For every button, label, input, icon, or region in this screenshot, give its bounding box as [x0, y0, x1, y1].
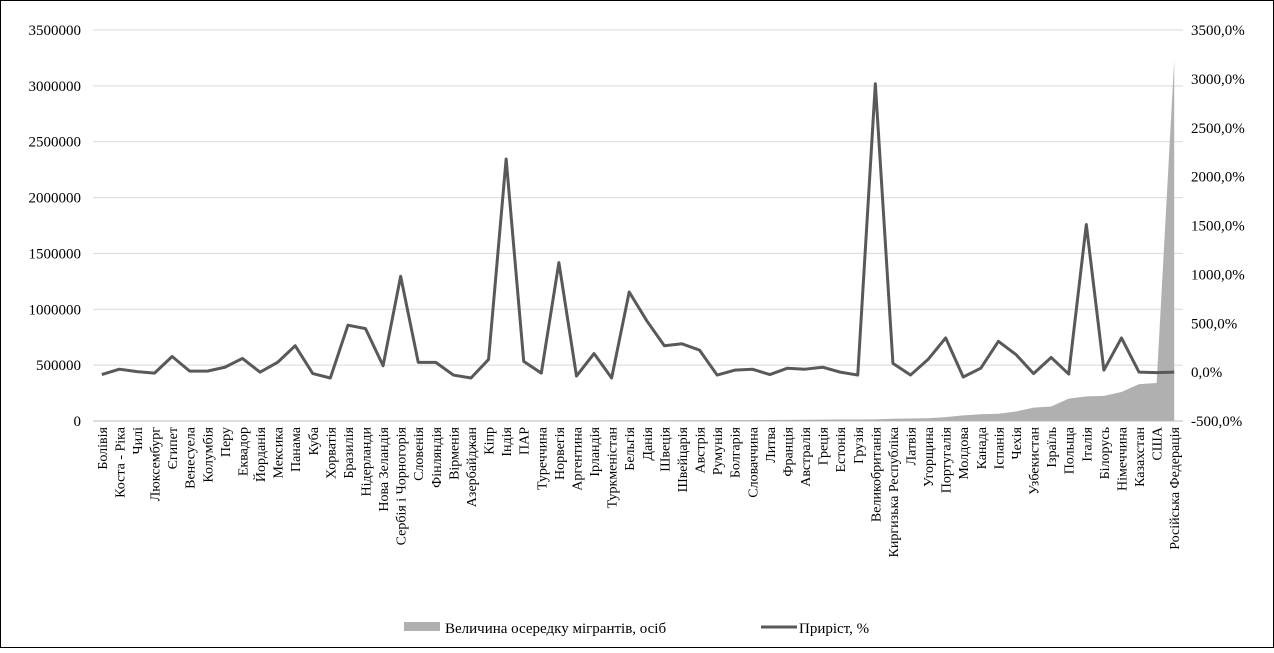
x-tick-label: Бразилія: [342, 426, 357, 478]
x-tick-label: Люксембург: [149, 427, 164, 501]
y-right-tick-label: 2000,0%: [1191, 170, 1245, 186]
x-tick-label: Греція: [817, 426, 832, 465]
x-tick-label: Російська Федерація: [1168, 426, 1183, 549]
x-tick-label: Австралія: [799, 426, 814, 486]
y-right-tick-label: 1000,0%: [1191, 267, 1245, 283]
x-tick-label: США: [1151, 426, 1166, 460]
x-tick-label: Бельгія: [623, 426, 638, 470]
y-left-tick-label: 3500000: [29, 23, 82, 39]
x-tick-label: Нова Зеландія: [377, 426, 392, 511]
y-right-tick-label: 500,0%: [1191, 316, 1237, 332]
y-right-tick-label: 3500,0%: [1191, 23, 1245, 39]
x-tick-label: Азербайджан: [465, 426, 480, 507]
y-right-tick-label: 0,0%: [1191, 365, 1222, 381]
x-tick-label: Панама: [289, 426, 304, 472]
y-right-tick-label: 3000,0%: [1191, 72, 1245, 88]
x-tick-label: Угорщина: [922, 426, 937, 487]
x-tick-label: Румунія: [711, 426, 726, 475]
x-tick-label: Чехія: [1010, 426, 1025, 459]
x-tick-label: Великобританія: [869, 426, 884, 522]
x-tick-label: Єгипет: [166, 427, 181, 469]
x-tick-label: Польща: [1063, 426, 1078, 474]
y-left-tick-label: 500000: [36, 358, 81, 374]
x-tick-label: Австрія: [694, 426, 709, 473]
x-tick-label: Кіпр: [483, 427, 498, 455]
y-left-tick-label: 2500000: [29, 135, 82, 151]
y-left-tick-label: 0: [74, 414, 82, 430]
x-tick-label: Італія: [1080, 426, 1095, 461]
x-tick-label: Туркменістан: [606, 427, 621, 509]
x-tick-label: Латвія: [905, 426, 920, 465]
x-tick-label: Йорданія: [252, 426, 269, 482]
x-tick-label: Аргентина: [570, 426, 585, 490]
x-tick-label: Португалія: [940, 426, 955, 493]
x-tick-label: Еквадор: [236, 427, 251, 476]
x-tick-label: Сербія і Чорногорія: [395, 426, 410, 545]
y-right-tick-label: -500,0%: [1191, 414, 1242, 430]
x-tick-label: Канада: [975, 426, 990, 469]
x-tick-label: Індія: [500, 426, 515, 456]
x-tick-label: Швейцарія: [676, 426, 691, 492]
y-left-tick-label: 2000000: [29, 191, 82, 207]
x-tick-label: Норвегія: [553, 426, 568, 479]
x-tick-label: Мексика: [272, 426, 287, 478]
x-tick-label: Франція: [781, 426, 796, 476]
y-left-tick-label: 3000000: [29, 79, 82, 95]
x-tick-label: Туреччина: [535, 426, 550, 490]
x-tick-label: Ірландія: [588, 426, 603, 476]
x-tick-label: Болгарія: [729, 426, 744, 478]
legend: Величина осередку мігрантів, осіб Приріс…: [404, 621, 869, 637]
x-tick-label: Литва: [764, 426, 779, 463]
x-tick-label: Коста - Ріка: [113, 426, 128, 498]
x-tick-label: Білорусь: [1098, 427, 1113, 479]
x-tick-label: Вірменія: [447, 426, 462, 479]
x-tick-label: Ізраїль: [1045, 427, 1060, 468]
y-right-tick-label: 1500,0%: [1191, 219, 1245, 235]
legend-label-area: Величина осередку мігрантів, осіб: [445, 621, 666, 637]
x-tick-label: Грузія: [852, 426, 867, 463]
y-right-tick-label: 2500,0%: [1191, 121, 1245, 137]
x-tick-label: Німеччина: [1115, 426, 1130, 491]
x-tick-label: Нідерланди: [360, 427, 375, 497]
x-tick-label: Чилі: [131, 427, 146, 455]
x-tick-label: Естонія: [834, 426, 849, 472]
x-tick-label: Словенія: [412, 426, 427, 480]
y-left-tick-label: 1000000: [29, 302, 82, 318]
legend-swatch-area: [404, 622, 440, 631]
x-tick-label: Фінляндія: [430, 426, 445, 487]
x-tick-label: Киргизька Республіка: [887, 426, 902, 557]
y-left-tick-label: 1500000: [29, 246, 82, 262]
x-tick-label: Венесуела: [184, 426, 199, 489]
x-tick-label: Узбекистан: [1028, 427, 1043, 495]
x-tick-label: Молдова: [957, 426, 972, 479]
x-tick-label: Хорватія: [324, 426, 339, 479]
x-tick-label: Куба: [307, 426, 322, 455]
x-tick-label: ПАР: [518, 427, 533, 455]
x-tick-label: Казахстан: [1133, 426, 1148, 486]
legend-label-line: Приріст, %: [799, 621, 869, 637]
x-tick-label: Перу: [219, 427, 234, 457]
x-tick-label: Колумбія: [201, 426, 216, 482]
x-tick-label: Іспанія: [992, 426, 1007, 469]
x-tick-label: Словаччина: [746, 426, 761, 497]
x-tick-label: Швеція: [658, 426, 673, 471]
x-tick-label: Болівія: [96, 426, 111, 469]
x-tick-label: Данія: [641, 426, 656, 460]
